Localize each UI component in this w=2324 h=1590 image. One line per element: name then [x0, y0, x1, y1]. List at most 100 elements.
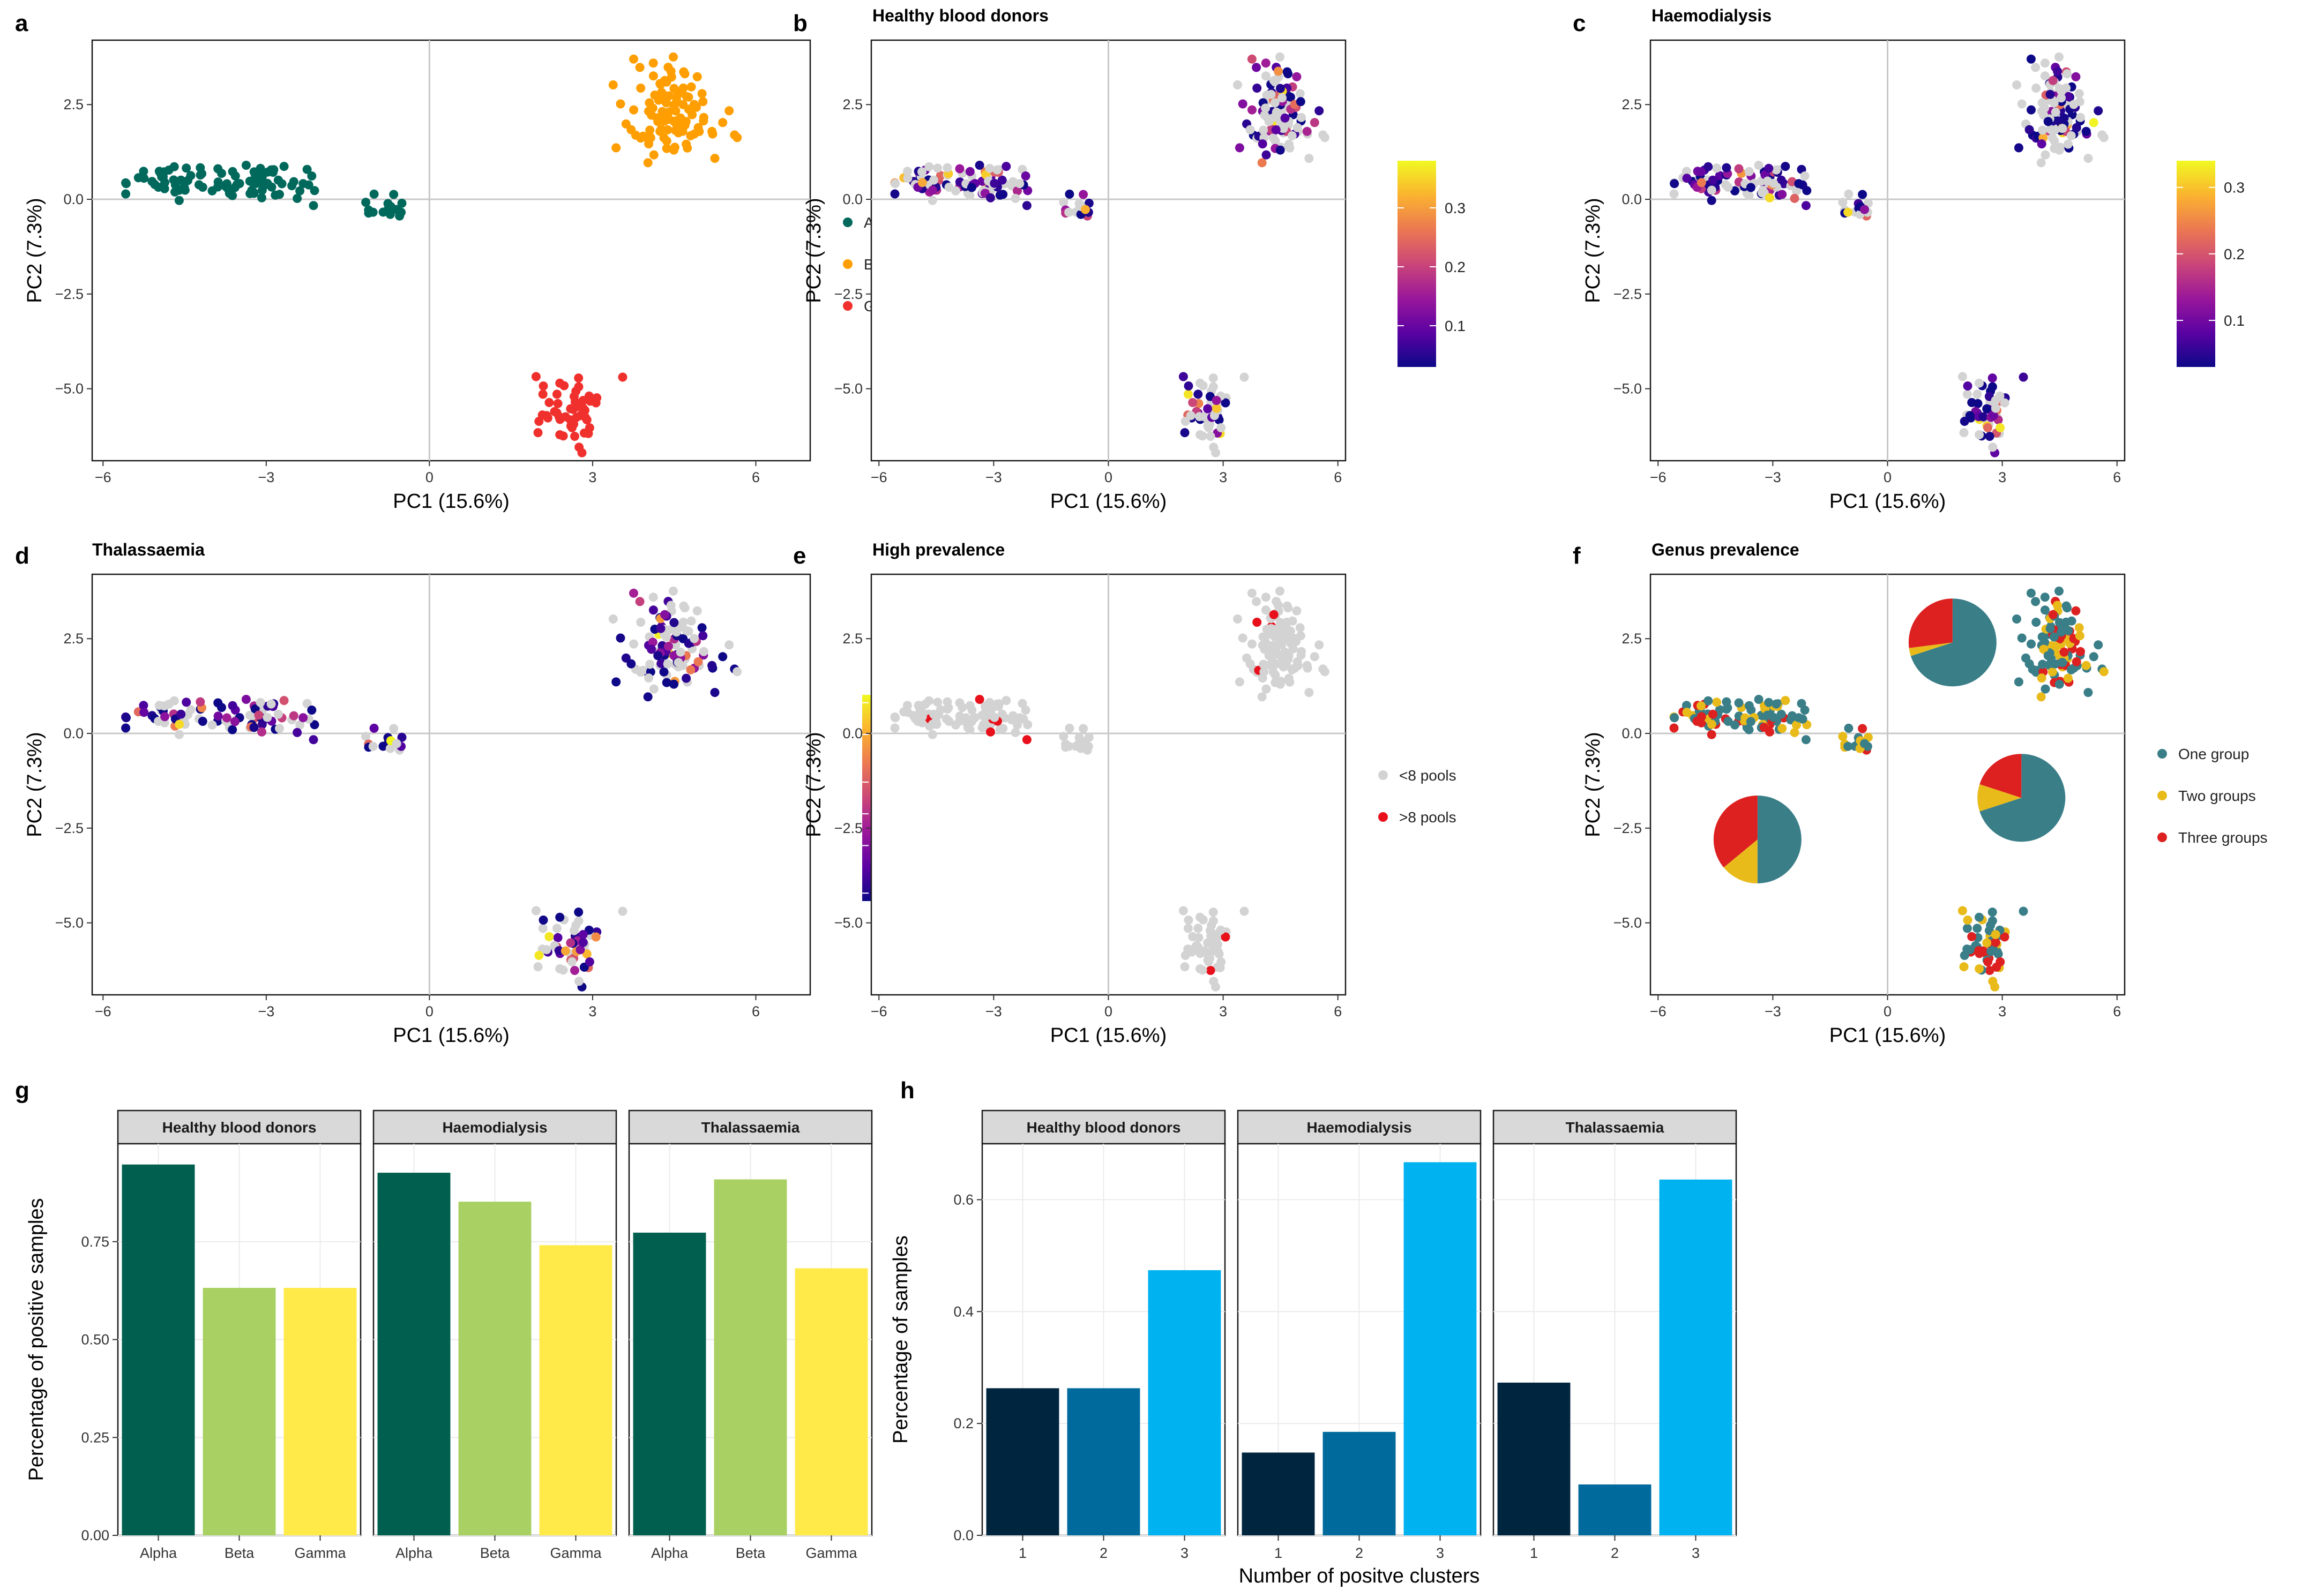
point-alpha — [933, 698, 943, 707]
point-beta — [1310, 652, 1319, 662]
point-alpha — [1769, 178, 1779, 188]
pie-slice — [1713, 796, 1758, 868]
pie-slice — [1977, 784, 2022, 812]
point-alpha — [917, 167, 926, 177]
point-gamma — [1983, 957, 1993, 966]
point-beta — [1266, 89, 1276, 99]
point-alpha — [389, 190, 399, 199]
point-gamma — [1209, 442, 1219, 452]
point-alpha — [1843, 741, 1853, 751]
point-beta — [649, 150, 659, 160]
point-gamma — [1963, 381, 1972, 391]
point-alpha — [263, 712, 272, 722]
point-beta — [1275, 52, 1284, 62]
point-beta — [2075, 631, 2084, 641]
point-alpha — [1843, 207, 1853, 217]
point-alpha — [1703, 696, 1713, 706]
x-tick-label: 0 — [1884, 469, 1892, 485]
point-beta — [2057, 627, 2066, 637]
point-alpha — [1059, 732, 1068, 741]
panel-title: Healthy blood donors — [872, 6, 1049, 25]
point-gamma — [1989, 411, 1998, 421]
point-beta — [1287, 131, 1297, 140]
point-beta — [2051, 108, 2060, 117]
point-beta — [1245, 125, 1255, 134]
point-beta — [1235, 677, 1244, 687]
point-gamma — [1221, 932, 1230, 942]
point-beta — [648, 71, 658, 81]
y-axis-title: PC2 (7.3%) — [24, 732, 46, 837]
point-beta — [643, 692, 653, 702]
point-beta — [647, 644, 656, 654]
point-gamma — [1209, 411, 1219, 421]
point-gamma — [566, 938, 576, 948]
point-alpha — [1715, 705, 1724, 715]
point-beta — [2057, 93, 2066, 103]
point-alpha — [196, 163, 205, 172]
x-tick-label: 1 — [1274, 1545, 1282, 1561]
point-beta — [676, 647, 685, 657]
point-alpha — [295, 186, 305, 196]
point-alpha — [397, 198, 407, 208]
point-gamma — [1183, 389, 1193, 399]
point-beta — [648, 592, 658, 602]
point-gamma — [538, 924, 548, 933]
point-alpha — [1746, 717, 1755, 726]
point-beta — [1302, 661, 1312, 670]
point-beta — [2074, 623, 2084, 633]
point-beta — [1270, 98, 1280, 108]
point-alpha — [249, 189, 259, 198]
point-gamma — [1972, 924, 1982, 933]
y-tick-label: 2.5 — [842, 96, 863, 112]
bar-1 — [986, 1388, 1059, 1535]
point-gamma — [1987, 373, 1997, 383]
point-alpha — [392, 205, 401, 214]
panel-letter-e: e — [793, 543, 806, 569]
point-alpha — [1697, 701, 1706, 711]
point-beta — [2014, 143, 2023, 153]
point-alpha — [293, 193, 302, 203]
point-alpha — [1707, 730, 1716, 739]
point-beta — [643, 158, 653, 168]
point-beta — [2040, 71, 2050, 81]
point-beta — [635, 597, 645, 606]
point-alpha — [997, 175, 1007, 185]
scatter-panel-d: Thalassaemia −6 −3 0 3 6 2.5 0.0 −2.5 −5.0 PC1 (15… — [24, 540, 939, 1047]
point-alpha — [929, 709, 938, 719]
point-alpha — [302, 164, 312, 174]
point-beta — [1252, 597, 1261, 606]
point-alpha — [1002, 162, 1011, 171]
point-beta — [645, 125, 655, 135]
point-alpha — [174, 196, 184, 205]
point-alpha — [182, 698, 191, 707]
point-gamma — [574, 382, 584, 392]
point-alpha — [986, 193, 995, 202]
bar-gamma — [539, 1245, 612, 1535]
point-alpha — [198, 183, 207, 192]
point-gamma — [1996, 957, 2005, 966]
point-alpha — [1697, 167, 1706, 177]
point-beta — [2043, 117, 2053, 126]
point-beta — [2050, 125, 2060, 134]
y-tick-label: −2.5 — [834, 820, 863, 836]
point-alpha — [1838, 732, 1848, 741]
x-tick-label: 3 — [1180, 1545, 1189, 1561]
point-gamma — [1209, 945, 1219, 955]
colorbar — [1398, 161, 1436, 367]
point-beta — [1268, 133, 1278, 142]
point-alpha — [213, 698, 223, 708]
point-gamma — [1188, 932, 1198, 941]
point-beta — [2051, 642, 2060, 651]
facet-strip — [1237, 1109, 1482, 1145]
point-alpha — [917, 701, 926, 711]
point-gamma — [544, 398, 554, 407]
point-beta — [686, 82, 696, 92]
point-beta — [669, 586, 678, 596]
point-beta — [1277, 627, 1287, 637]
x-tick-label: Beta — [225, 1545, 255, 1561]
point-alpha — [245, 176, 255, 186]
x-tick-label: 3 — [588, 469, 596, 485]
point-gamma — [1212, 396, 1221, 405]
y-tick-label: 0.6 — [953, 1191, 974, 1208]
